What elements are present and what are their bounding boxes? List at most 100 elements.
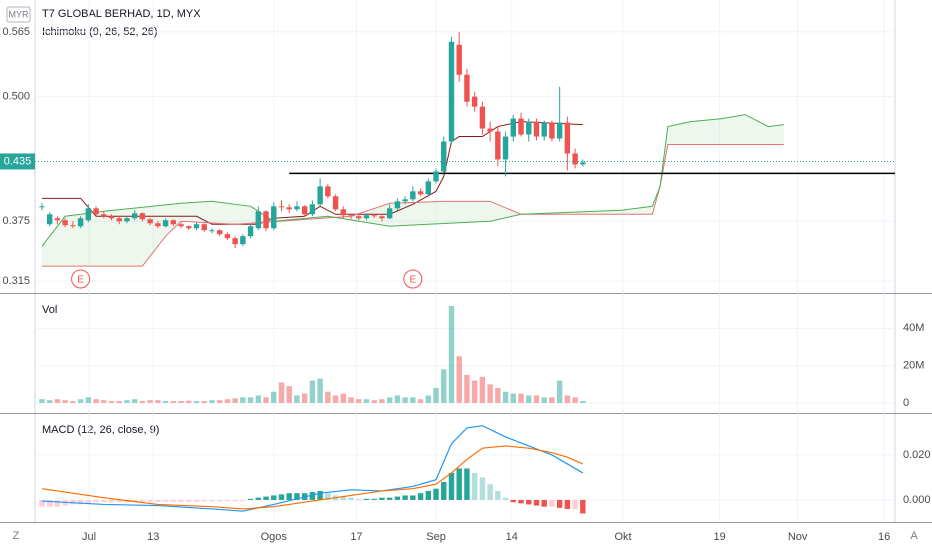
macd-histogram-bar <box>448 472 455 500</box>
macd-histogram-bar <box>441 481 447 500</box>
volume-bar <box>410 397 416 403</box>
candle-body <box>518 118 524 135</box>
volume-bar <box>39 399 45 403</box>
macd-histogram-bar <box>178 499 184 502</box>
y-tick-label: 0.565 <box>2 26 30 38</box>
candle-body <box>448 41 455 142</box>
candle-body <box>549 122 555 139</box>
candle-body <box>70 225 76 227</box>
candle-body <box>332 196 339 210</box>
macd-histogram-bar <box>147 499 153 502</box>
candle-body <box>278 206 285 208</box>
macd-histogram-bar <box>201 499 207 502</box>
candle-body <box>309 204 316 215</box>
candle-body <box>193 224 200 229</box>
x-tick-label: Okt <box>614 531 631 543</box>
volume-bar <box>309 380 316 403</box>
macd-histogram-bar <box>479 477 486 500</box>
macd-histogram-bar <box>317 490 323 500</box>
volume-bar <box>301 393 308 403</box>
volume-bar <box>46 400 53 403</box>
log-button[interactable]: Z <box>13 530 20 542</box>
macd-histogram-bar <box>131 499 138 502</box>
macd-histogram-bar <box>456 468 462 500</box>
volume-bar <box>240 397 246 403</box>
candle-body <box>54 218 61 221</box>
candle-body <box>178 224 184 227</box>
macd-histogram-bar <box>294 493 300 500</box>
candle-body <box>487 128 493 132</box>
macd-histogram-bar <box>271 495 277 500</box>
volume-bar <box>186 400 192 403</box>
macd-histogram-bar <box>162 499 169 502</box>
volume-bar <box>464 374 470 403</box>
volume-bar <box>216 400 223 403</box>
candle-body <box>495 131 501 160</box>
macd-histogram-bar <box>186 499 192 502</box>
macd-histogram-bar <box>556 499 563 508</box>
macd-histogram-bar <box>155 499 161 502</box>
macd-histogram-bar <box>533 499 540 506</box>
candle-body <box>394 201 401 209</box>
candle-body <box>224 234 231 239</box>
x-tick-label: 17 <box>350 531 362 543</box>
macd-histogram-bar <box>116 499 122 503</box>
volume-bar <box>356 399 362 403</box>
volume-bar <box>101 400 107 403</box>
macd-histogram-bar <box>263 496 269 500</box>
volume-bar <box>108 401 115 403</box>
macd-histogram-bar <box>564 499 571 509</box>
macd-histogram-bar <box>425 490 432 500</box>
volume-bar <box>155 400 161 403</box>
volume-bar <box>162 401 169 403</box>
macd-histogram-bar <box>348 497 354 500</box>
volume-bar <box>564 395 571 403</box>
candle-body <box>39 206 45 208</box>
volume-bar <box>286 386 292 403</box>
volume-bar <box>247 397 254 403</box>
candle-body <box>417 191 424 195</box>
macd-histogram-bar <box>549 499 555 507</box>
macd-histogram-bar <box>77 499 84 505</box>
y-tick-label: 40M <box>903 322 924 334</box>
candle-body <box>371 215 377 217</box>
volume-bar <box>363 399 370 403</box>
macd-histogram-bar <box>371 498 377 500</box>
volume-bar <box>62 400 68 403</box>
last-price-label: 0.435 <box>4 155 32 167</box>
indicator-line <box>41 445 584 510</box>
x-tick-label: Jul <box>82 531 96 543</box>
candle-body <box>263 211 269 229</box>
x-tick-label: 13 <box>147 531 159 543</box>
candle-body <box>294 206 300 210</box>
auto-button[interactable]: A <box>910 530 918 542</box>
candle-body <box>317 186 323 205</box>
volume-bar <box>348 397 354 403</box>
volume-bar <box>278 382 285 403</box>
volume-bar <box>471 380 478 403</box>
y-tick-label: 0.020 <box>903 449 931 461</box>
candle-body <box>433 171 439 182</box>
candle-body <box>464 74 470 102</box>
macd-histogram-bar <box>39 499 45 507</box>
macd-histogram-bar <box>139 499 146 502</box>
volume-bar <box>572 397 578 403</box>
volume-bar <box>394 395 401 403</box>
candle-body <box>147 219 153 224</box>
macd-histogram-bar <box>170 499 177 502</box>
y-tick-label: 0.500 <box>2 91 30 103</box>
currency-box[interactable] <box>6 6 31 23</box>
candle-body <box>170 220 177 225</box>
volume-bar <box>495 388 501 403</box>
volume-bar <box>224 399 231 403</box>
volume-bar <box>425 395 432 403</box>
candle-body <box>564 122 571 154</box>
candle-body <box>340 209 347 216</box>
macd-histogram-bar <box>572 499 578 509</box>
macd-histogram-bar <box>363 498 370 500</box>
candle-body <box>116 218 122 222</box>
x-tick-label: Sep <box>426 531 446 543</box>
candle-body <box>526 121 532 135</box>
earnings-label: E <box>77 275 84 286</box>
